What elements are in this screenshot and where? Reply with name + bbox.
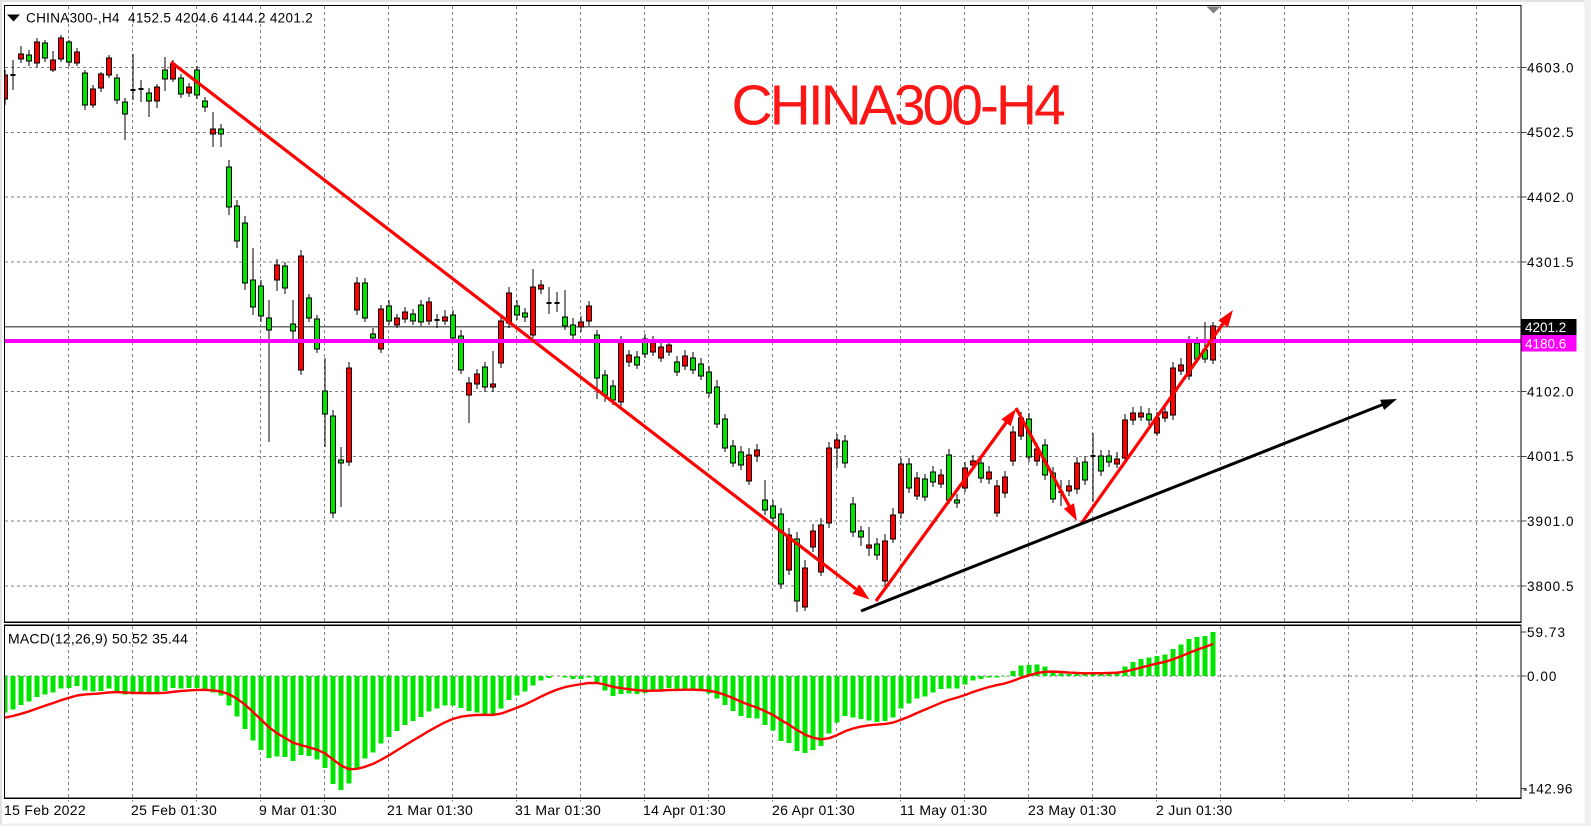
svg-text:11 May 01:30: 11 May 01:30 — [900, 802, 987, 818]
svg-text:4402.0: 4402.0 — [1527, 190, 1575, 205]
svg-text:4102.0: 4102.0 — [1527, 384, 1575, 399]
svg-text:4301.5: 4301.5 — [1527, 255, 1575, 270]
svg-text:3800.5: 3800.5 — [1527, 579, 1575, 594]
svg-text:4201.2: 4201.2 — [1525, 320, 1566, 335]
svg-text:3901.0: 3901.0 — [1527, 514, 1575, 529]
svg-text:4603.0: 4603.0 — [1527, 60, 1575, 75]
svg-text:25 Feb 01:30: 25 Feb 01:30 — [131, 802, 217, 818]
svg-text:23 May 01:30: 23 May 01:30 — [1028, 802, 1116, 818]
svg-text:0.00: 0.00 — [1527, 669, 1557, 684]
svg-text:26 Apr 01:30: 26 Apr 01:30 — [772, 802, 855, 818]
svg-text:MACD(12,26,9) 50.52 35.44: MACD(12,26,9) 50.52 35.44 — [8, 631, 188, 647]
svg-text:4502.5: 4502.5 — [1527, 125, 1575, 140]
svg-text:14 Apr 01:30: 14 Apr 01:30 — [643, 802, 726, 818]
svg-text:4001.5: 4001.5 — [1527, 449, 1575, 464]
svg-text:9 Mar 01:30: 9 Mar 01:30 — [259, 802, 337, 818]
svg-text:31 Mar 01:30: 31 Mar 01:30 — [515, 802, 601, 818]
svg-text:59.73: 59.73 — [1527, 625, 1566, 640]
svg-text:2 Jun 01:30: 2 Jun 01:30 — [1156, 802, 1232, 818]
svg-text:-142.96: -142.96 — [1523, 781, 1573, 796]
svg-text:21 Mar 01:30: 21 Mar 01:30 — [387, 802, 473, 818]
svg-text:CHINA300-H4: CHINA300-H4 — [732, 74, 1066, 138]
svg-text:4180.6: 4180.6 — [1525, 337, 1566, 352]
svg-text:15 Feb 2022: 15 Feb 2022 — [4, 802, 86, 818]
svg-text:CHINA300-,H4 4152.5 4204.6 41: CHINA300-,H4 4152.5 4204.6 4144.2 4201.2 — [26, 11, 313, 26]
